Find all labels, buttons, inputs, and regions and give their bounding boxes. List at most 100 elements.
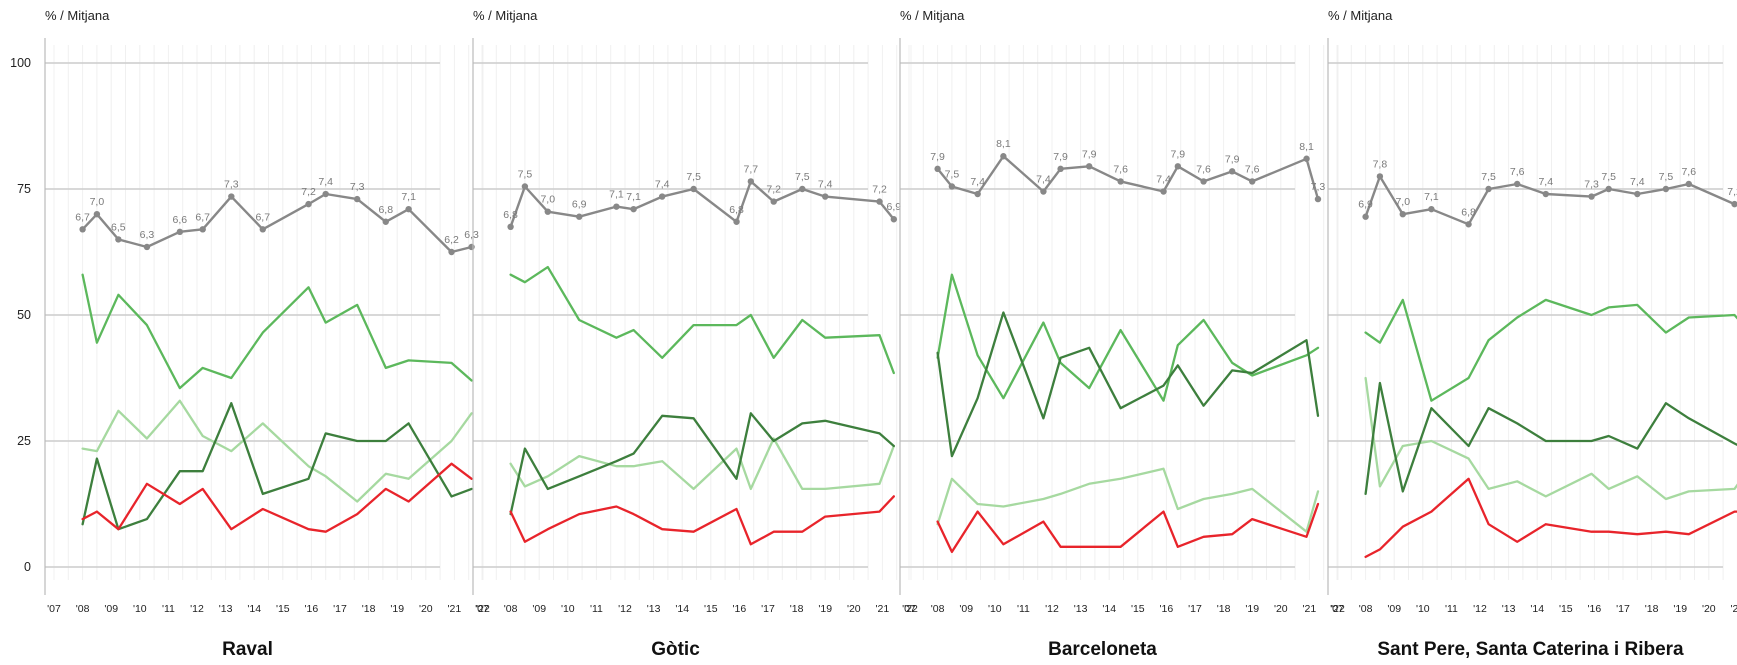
data-label: 6,6 <box>173 214 188 226</box>
data-point <box>1731 200 1737 208</box>
x-tick-label: '21 <box>1303 603 1317 615</box>
data-label: 6,5 <box>111 221 126 233</box>
data-point <box>733 218 740 225</box>
data-point <box>1376 173 1384 180</box>
x-tick-label: '22 <box>476 603 490 615</box>
data-label: 7,2 <box>301 186 316 198</box>
series-line-mid-green <box>81 273 473 390</box>
x-tick-label: '19 <box>818 603 832 615</box>
data-point <box>1465 221 1472 228</box>
data-point <box>822 193 829 200</box>
x-tick-label: '16 <box>733 603 747 615</box>
data-point <box>974 190 981 198</box>
y-axis-title: % / Mitjana <box>45 8 110 23</box>
data-point <box>521 183 529 190</box>
x-tick-label: '17 <box>1188 603 1202 615</box>
data-label: 6,2 <box>444 234 459 246</box>
x-tick-label: '11 <box>590 603 603 615</box>
data-point <box>176 228 184 236</box>
x-tick-label: '08 <box>76 603 90 615</box>
panel-title: Sant Pere, Santa Caterina i Ribera <box>1377 639 1684 660</box>
data-label: 7,2 <box>872 184 887 196</box>
data-point <box>1513 180 1521 188</box>
data-point <box>544 208 551 215</box>
x-tick-label: '20 <box>847 603 861 615</box>
data-label: 7,5 <box>518 168 533 180</box>
data-point <box>143 243 151 251</box>
data-point <box>259 226 266 233</box>
x-tick-label: '16 <box>1588 603 1602 615</box>
data-point <box>1040 188 1047 195</box>
data-point <box>658 193 666 200</box>
data-label: 7,6 <box>1245 163 1260 175</box>
y-axis-title: % / Mitjana <box>900 8 965 23</box>
data-point <box>770 198 777 205</box>
x-tick-label: '07 <box>902 603 916 615</box>
data-label: 6,3 <box>140 229 155 241</box>
series-line-dark-green <box>1364 381 1737 496</box>
data-point <box>1303 155 1310 162</box>
data-point <box>1200 178 1207 185</box>
x-tick-label: '13 <box>1502 603 1516 615</box>
data-point <box>1605 185 1612 193</box>
chart-panel: % / Mitjana 0 25 50 75 100 '07 '08 '09 '10 '11 '12 '… <box>10 8 490 660</box>
x-tick-label: '11 <box>162 603 175 615</box>
data-label: 8,1 <box>1299 141 1314 153</box>
data-point <box>1085 163 1093 170</box>
x-tick-label: '19 <box>390 603 404 615</box>
data-label: 6,7 <box>255 211 270 223</box>
x-tick-label: '21 <box>876 603 890 615</box>
x-tick-label: '20 <box>1702 603 1716 615</box>
data-point <box>799 185 806 193</box>
series-line-light-green <box>936 467 1320 533</box>
data-label: 7,9 <box>1171 148 1186 160</box>
x-tick-label: '15 <box>704 603 718 615</box>
x-tick-label: '21 <box>448 603 462 615</box>
data-point <box>1685 180 1692 188</box>
x-tick-label: '14 <box>247 603 261 615</box>
data-label: 7,1 <box>626 191 641 203</box>
data-point <box>305 200 312 208</box>
x-tick-label: '13 <box>1074 603 1088 615</box>
data-point <box>1362 213 1369 220</box>
data-label: 7,2 <box>766 184 781 196</box>
series-line-light-green <box>1364 376 1737 501</box>
data-label: 7,0 <box>1395 196 1410 208</box>
data-label: 7,7 <box>744 163 759 175</box>
data-point <box>1588 193 1595 200</box>
series-line-red <box>1364 477 1737 559</box>
data-label: 7,4 <box>318 176 333 188</box>
data-label: 7,6 <box>1113 163 1128 175</box>
series-line-red <box>936 502 1320 554</box>
data-point <box>1000 153 1007 160</box>
data-label: 7,9 <box>1082 148 1097 160</box>
data-point <box>405 205 412 213</box>
data-label: 7,4 <box>1630 176 1645 188</box>
x-tick-label: '20 <box>1274 603 1288 615</box>
data-label: 7,5 <box>1481 171 1496 183</box>
series-line-mid-green <box>1364 298 1737 402</box>
x-tick-label: '15 <box>1131 603 1145 615</box>
chart-panel: % / Mitjana '07 '08 '09 '10 '11 '12 '13 '14 '15 '1… <box>899 8 1345 660</box>
data-label: 7,4 <box>970 176 985 188</box>
data-label: 7,0 <box>90 196 105 208</box>
x-tick-label: '17 <box>761 603 775 615</box>
x-tick-label: '22 <box>904 603 918 615</box>
data-point <box>507 223 514 230</box>
data-label: 7,3 <box>224 179 239 191</box>
x-tick-label: '18 <box>790 603 804 615</box>
data-label: 6,7 <box>75 211 90 223</box>
data-point <box>93 211 101 218</box>
data-label: 6,8 <box>1461 206 1476 218</box>
data-point <box>322 190 329 198</box>
data-label: 6,8 <box>729 204 744 216</box>
x-tick-label: '12 <box>1473 603 1487 615</box>
data-point <box>115 236 122 243</box>
data-label: 7,4 <box>1538 176 1553 188</box>
series-line-dark-green <box>81 402 473 531</box>
data-point <box>613 203 620 210</box>
data-point <box>1249 178 1256 185</box>
x-tick-label: '19 <box>1245 603 1259 615</box>
y-tick-label: 25 <box>17 434 31 448</box>
